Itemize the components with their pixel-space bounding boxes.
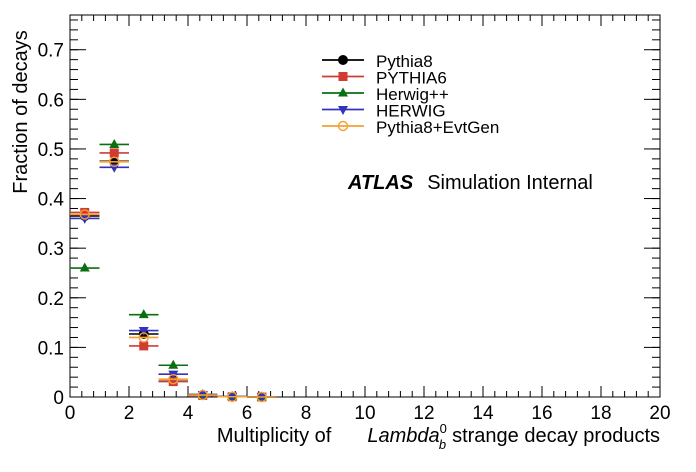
- data-point: [79, 262, 90, 272]
- x-axis-label-particle: Lambda: [367, 425, 439, 447]
- x-tick-label: 12: [413, 403, 434, 424]
- tick-labels: 0 2 4 6 8 10 12 14 16 18 20 0 0.1 0.2 0.3 0.4 0.5 0.6 0.7: [38, 41, 671, 424]
- legend-label: HERWIG: [376, 102, 446, 121]
- y-tick-label: 0.7: [38, 41, 64, 62]
- data-point: [79, 209, 90, 220]
- x-axis-label-sup: 0: [440, 421, 447, 436]
- x-tick-label: 2: [124, 403, 135, 424]
- data-point: [168, 359, 179, 369]
- y-axis-label: Fraction of decays: [10, 30, 32, 193]
- legend-entry: Pythia8: [322, 52, 433, 71]
- x-tick-label: 0: [65, 403, 76, 424]
- data-point: [197, 389, 208, 401]
- legend-label: Herwig++: [376, 85, 449, 104]
- data-point: [109, 148, 119, 158]
- x-axis-label-suffix: strange decay products: [452, 425, 660, 447]
- data-point: [256, 391, 267, 403]
- legend-entry: PYTHIA6: [322, 69, 447, 88]
- legend-marker: [338, 55, 348, 65]
- x-tick-label: 14: [472, 403, 494, 424]
- y-tick-label: 0.4: [38, 190, 65, 211]
- legend-label: Pythia8: [376, 52, 433, 71]
- x-tick-label: 4: [183, 403, 194, 424]
- x-tick-label: 8: [301, 403, 312, 424]
- x-axis-label-prefix: Multiplicity of: [217, 425, 332, 447]
- atlas-label-main: ATLAS: [347, 172, 414, 194]
- y-tick-label: 0.1: [38, 338, 64, 359]
- x-axis-label: Multiplicity of Lambda0 b strange decay pro…: [217, 421, 660, 452]
- data-point: [138, 332, 149, 343]
- x-axis-label-sub: b: [439, 437, 446, 452]
- series-pythia8-evtgen: [70, 156, 277, 403]
- data-point: [227, 391, 238, 402]
- legend-entry: HERWIG: [322, 102, 446, 121]
- legend-entry: Pythia8+EvtGen: [322, 118, 499, 137]
- data-series: [70, 138, 277, 403]
- legend-marker: [337, 120, 349, 132]
- data-point: [138, 327, 149, 337]
- legend: Pythia8PYTHIA6Herwig++HERWIGPythia8+EvtG…: [322, 52, 499, 137]
- legend-label: PYTHIA6: [376, 69, 447, 88]
- y-tick-label: 0.3: [38, 239, 64, 260]
- y-tick-label: 0: [53, 388, 64, 409]
- legend-marker: [338, 72, 348, 81]
- data-point: [139, 341, 149, 351]
- data-point: [80, 207, 90, 217]
- data-point: [168, 377, 178, 387]
- x-tick-label: 6: [242, 403, 253, 424]
- data-point: [256, 393, 267, 403]
- atlas-label: ATLAS Simulation Internal: [347, 172, 593, 194]
- legend-marker: [338, 106, 348, 115]
- data-point: [109, 138, 120, 148]
- x-tick-label: 18: [590, 403, 611, 424]
- data-point: [109, 156, 120, 168]
- y-tick-label: 0.5: [38, 140, 64, 161]
- x-tick-label: 16: [531, 403, 552, 424]
- y-tick-label: 0.6: [38, 90, 64, 111]
- legend-entry: Herwig++: [322, 85, 449, 104]
- legend-marker: [338, 87, 348, 97]
- data-point: [138, 309, 149, 319]
- data-point: [168, 373, 179, 385]
- legend-label: Pythia8+EvtGen: [376, 118, 499, 137]
- atlas-label-sub: Simulation Internal: [427, 172, 593, 194]
- y-tick-label: 0.2: [38, 289, 64, 310]
- x-tick-label: 10: [354, 403, 375, 424]
- x-tick-label: 20: [649, 403, 670, 424]
